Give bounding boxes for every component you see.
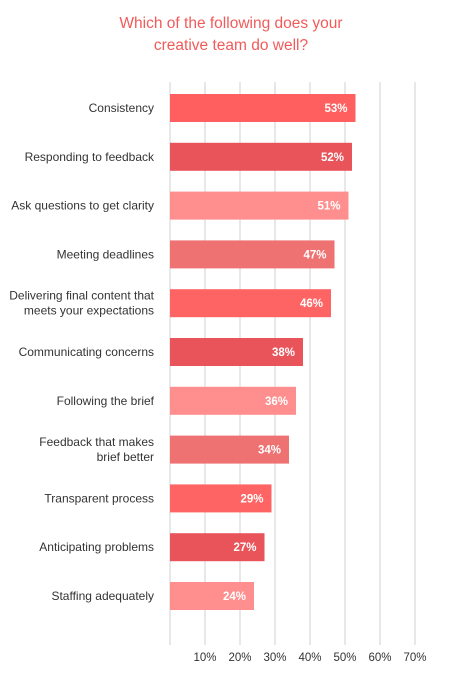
bar (170, 435, 289, 464)
x-tick-label: 30% (263, 652, 286, 664)
bar-value-label: 52% (321, 152, 344, 164)
category-label: Meeting deadlines (57, 247, 154, 261)
bar-value-label: 47% (303, 249, 326, 261)
category-label: Responding to feedback (25, 150, 155, 164)
bar-value-label: 51% (317, 201, 340, 213)
x-tick-label: 60% (368, 652, 391, 664)
x-tick-label: 10% (193, 652, 216, 664)
bar-value-label: 29% (240, 493, 263, 505)
bar-value-label: 27% (233, 542, 256, 554)
category-label: brief better (97, 450, 154, 464)
category-label: Delivering final content that (9, 289, 154, 303)
x-axis-ticks: 10% 20% 30% 40% 50% 60% 70% (193, 652, 426, 664)
category-label: meets your expectations (24, 304, 154, 318)
bar-value-label: 36% (265, 396, 288, 408)
bar-value-label: 53% (324, 103, 347, 115)
category-label: Transparent process (44, 491, 154, 505)
category-label: Communicating concerns (19, 345, 154, 359)
bar (170, 191, 349, 220)
bar (170, 386, 296, 415)
x-tick-label: 50% (333, 652, 356, 664)
bar (170, 582, 254, 610)
bar-value-label: 24% (223, 591, 246, 603)
bar (170, 533, 265, 562)
bars: 53% 52% 51% 47% 46% 38% 36% 34% 29% 27% 24% (170, 94, 356, 610)
category-label: Consistency (89, 101, 154, 115)
x-tick-label: 20% (228, 652, 251, 664)
bar (170, 338, 303, 366)
bar (170, 94, 356, 122)
bar (170, 289, 331, 318)
bar (170, 240, 335, 269)
category-label: Ask questions to get clarity (11, 199, 154, 213)
x-tick-label: 70% (403, 652, 426, 664)
category-label: Anticipating problems (39, 540, 154, 554)
category-label: Staffing adequately (51, 589, 154, 603)
chart-title: Which of the following does your creative… (119, 15, 342, 54)
category-labels: Consistency Responding to feedback Ask que… (9, 101, 155, 603)
chart-title-line: creative team do well? (154, 37, 309, 54)
bar (170, 484, 272, 513)
bar-value-label: 34% (258, 445, 281, 457)
chart-title-line: Which of the following does your (119, 15, 342, 32)
category-label: Following the brief (57, 394, 155, 408)
bar (170, 142, 352, 171)
bar-value-label: 38% (272, 347, 295, 359)
category-label: Feedback that makes (39, 435, 154, 449)
bar-value-label: 46% (300, 298, 323, 310)
x-tick-label: 40% (298, 652, 321, 664)
